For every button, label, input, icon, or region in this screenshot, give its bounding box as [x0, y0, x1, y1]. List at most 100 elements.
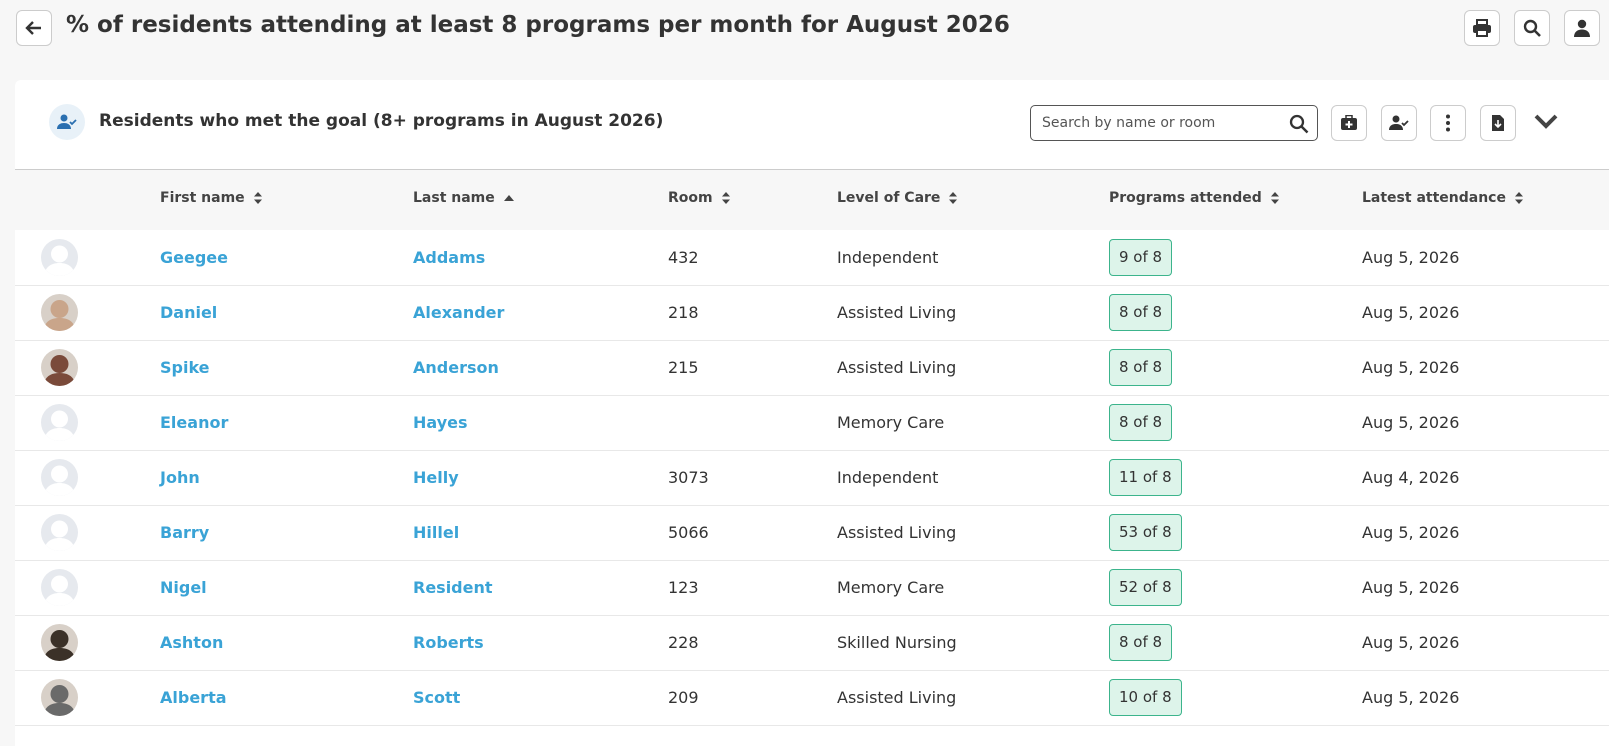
- avatar: [41, 349, 78, 386]
- results-panel: Residents who met the goal (8+ programs …: [15, 80, 1609, 746]
- level-of-care: Memory Care: [837, 413, 945, 432]
- table-row: Spike Anderson 215 Assisted Living 8 of 8 Aug…: [15, 340, 1609, 396]
- column-header[interactable]: Level of Care: [837, 190, 958, 206]
- avatar: [41, 239, 78, 276]
- programs-badge: 10 of 8: [1109, 679, 1182, 716]
- latest-attendance: Aug 5, 2026: [1362, 523, 1460, 542]
- latest-attendance: Aug 4, 2026: [1362, 468, 1460, 487]
- latest-attendance: Aug 5, 2026: [1362, 303, 1460, 322]
- column-header[interactable]: Latest attendance: [1362, 190, 1524, 206]
- first-name-link[interactable]: Ashton: [160, 633, 224, 652]
- latest-attendance: Aug 5, 2026: [1362, 248, 1460, 267]
- sort-icon[interactable]: [503, 194, 515, 202]
- first-name-link[interactable]: Daniel: [160, 303, 218, 322]
- table-row: Eleanor Hayes Memory Care 8 of 8 Aug 5, 2026: [15, 395, 1609, 451]
- sort-icon[interactable]: [948, 191, 958, 205]
- room: 209: [668, 688, 699, 707]
- avatar: [41, 624, 78, 661]
- column-label: Room: [668, 190, 713, 206]
- avatar: [41, 404, 78, 441]
- table-header: First name Last name Room Level of Care Prog…: [15, 169, 1609, 230]
- avatar: [41, 569, 78, 606]
- level-of-care: Memory Care: [837, 578, 945, 597]
- room: 218: [668, 303, 699, 322]
- latest-attendance: Aug 5, 2026: [1362, 688, 1460, 707]
- first-name-link[interactable]: Nigel: [160, 578, 207, 597]
- latest-attendance: Aug 5, 2026: [1362, 633, 1460, 652]
- room: 123: [668, 578, 699, 597]
- latest-attendance: Aug 5, 2026: [1362, 413, 1460, 432]
- column-label: First name: [160, 190, 245, 206]
- last-name-link[interactable]: Alexander: [413, 303, 505, 322]
- residents-button[interactable]: [1381, 105, 1417, 141]
- first-name-link[interactable]: Eleanor: [160, 413, 229, 432]
- table-row: Geegee Addams 432 Independent 9 of 8 Aug 5, 2…: [15, 230, 1609, 286]
- column-header[interactable]: Room: [668, 190, 731, 206]
- back-button[interactable]: [16, 10, 52, 46]
- room: 215: [668, 358, 699, 377]
- column-label: Programs attended: [1109, 190, 1262, 206]
- print-button[interactable]: [1464, 10, 1500, 46]
- room: 5066: [668, 523, 709, 542]
- column-header[interactable]: Programs attended: [1109, 190, 1280, 206]
- export-button[interactable]: [1480, 105, 1516, 141]
- more-button[interactable]: [1430, 105, 1466, 141]
- last-name-link[interactable]: Hayes: [413, 413, 468, 432]
- column-label: Last name: [413, 190, 495, 206]
- avatar: [41, 514, 78, 551]
- latest-attendance: Aug 5, 2026: [1362, 358, 1460, 377]
- programs-badge: 8 of 8: [1109, 349, 1173, 386]
- last-name-link[interactable]: Hillel: [413, 523, 460, 542]
- level-of-care: Assisted Living: [837, 358, 957, 377]
- programs-badge: 8 of 8: [1109, 624, 1173, 661]
- level-of-care: Independent: [837, 468, 939, 487]
- first-name-link[interactable]: Alberta: [160, 688, 227, 707]
- sort-icon[interactable]: [253, 191, 263, 205]
- sort-icon[interactable]: [721, 191, 731, 205]
- search-box: [1030, 105, 1318, 141]
- panel-icon: [49, 104, 85, 140]
- sort-icon[interactable]: [1514, 191, 1524, 205]
- first-name-link[interactable]: Geegee: [160, 248, 228, 267]
- search-icon[interactable]: [1289, 114, 1309, 134]
- first-name-link[interactable]: Spike: [160, 358, 210, 377]
- column-label: Level of Care: [837, 190, 941, 206]
- search-input[interactable]: [1040, 106, 1284, 140]
- panel-title: Residents who met the goal (8+ programs …: [99, 111, 664, 131]
- collapse-button[interactable]: [1533, 113, 1559, 133]
- avatar: [41, 459, 78, 496]
- sort-icon[interactable]: [1270, 191, 1280, 205]
- last-name-link[interactable]: Scott: [413, 688, 461, 707]
- table-row: Nigel Resident 123 Memory Care 52 of 8 Aug 5,…: [15, 560, 1609, 616]
- programs-badge: 9 of 8: [1109, 239, 1173, 276]
- level-of-care: Assisted Living: [837, 523, 957, 542]
- room: 3073: [668, 468, 709, 487]
- level-of-care: Assisted Living: [837, 303, 957, 322]
- programs-badge: 8 of 8: [1109, 404, 1173, 441]
- last-name-link[interactable]: Addams: [413, 248, 486, 267]
- search-button[interactable]: [1514, 10, 1550, 46]
- table-row: Barry Hillel 5066 Assisted Living 53 of 8 Aug…: [15, 505, 1609, 561]
- column-header[interactable]: Last name: [413, 190, 515, 206]
- last-name-link[interactable]: Resident: [413, 578, 493, 597]
- column-header[interactable]: First name: [160, 190, 263, 206]
- care-button[interactable]: [1331, 105, 1367, 141]
- column-label: Latest attendance: [1362, 190, 1506, 206]
- level-of-care: Assisted Living: [837, 688, 957, 707]
- table-row: Alberta Scott 209 Assisted Living 10 of 8 Aug…: [15, 670, 1609, 726]
- page-title: % of residents attending at least 8 prog…: [66, 12, 1010, 38]
- first-name-link[interactable]: John: [160, 468, 200, 487]
- table-row: Ashton Roberts 228 Skilled Nursing 8 of 8 Aug…: [15, 615, 1609, 671]
- profile-button[interactable]: [1564, 10, 1600, 46]
- last-name-link[interactable]: Anderson: [413, 358, 499, 377]
- latest-attendance: Aug 5, 2026: [1362, 578, 1460, 597]
- last-name-link[interactable]: Helly: [413, 468, 459, 487]
- avatar: [41, 294, 78, 331]
- table-row: John Helly 3073 Independent 11 of 8 Aug 4, 20…: [15, 450, 1609, 506]
- avatar: [41, 679, 78, 716]
- first-name-link[interactable]: Barry: [160, 523, 210, 542]
- last-name-link[interactable]: Roberts: [413, 633, 484, 652]
- programs-badge: 52 of 8: [1109, 569, 1182, 606]
